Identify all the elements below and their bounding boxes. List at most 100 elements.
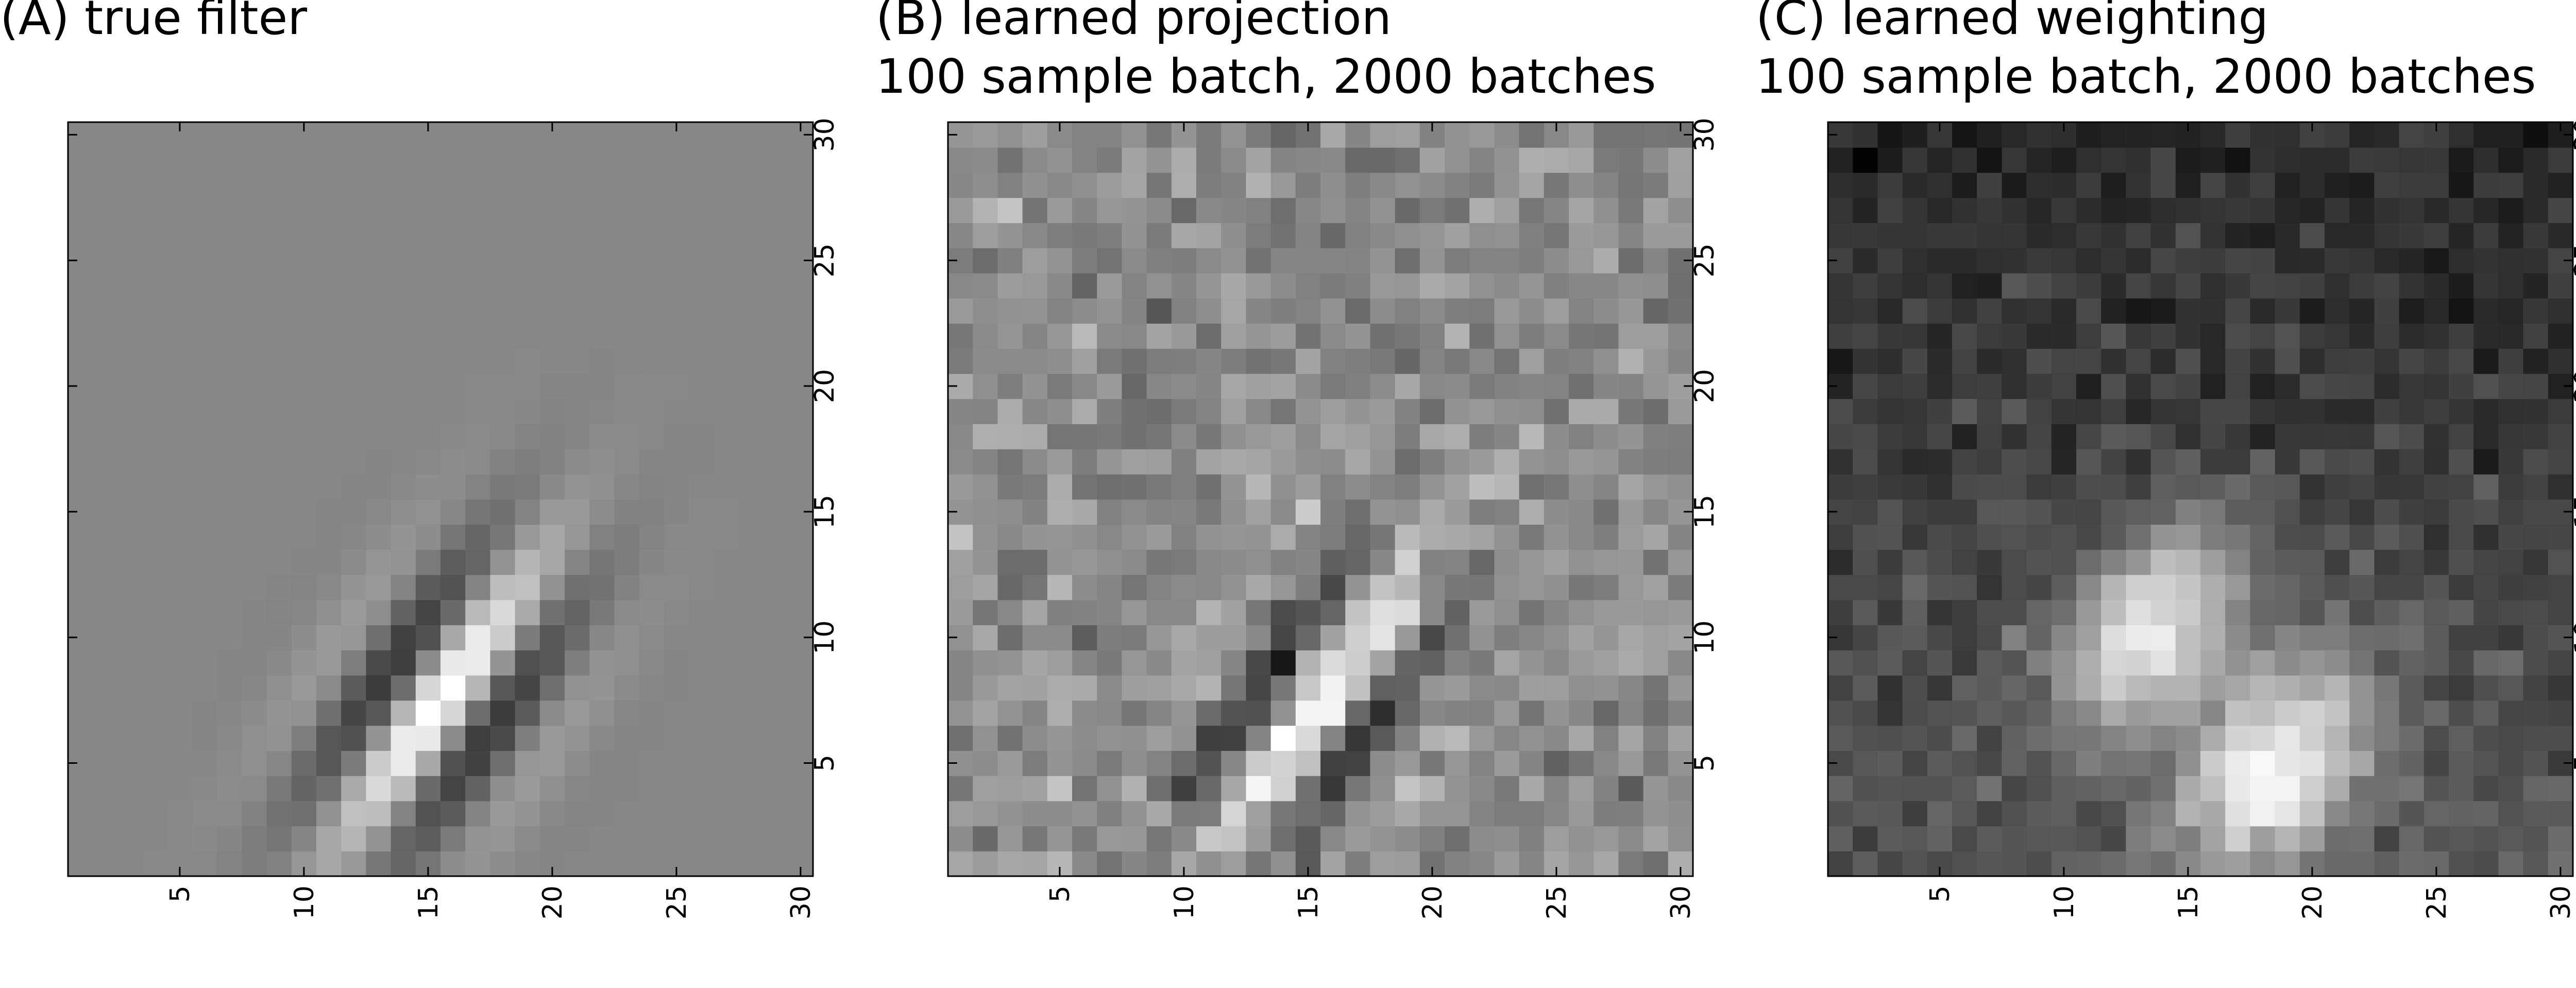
- heatmap-cell: [117, 398, 143, 424]
- heatmap-cell: [1146, 499, 1172, 525]
- heatmap-cell: [1221, 398, 1247, 424]
- heatmap-cell: [2002, 650, 2027, 676]
- heatmap-cell: [738, 750, 764, 776]
- heatmap-cell: [117, 424, 143, 449]
- heatmap-cell: [639, 851, 665, 877]
- heatmap-cell: [1221, 373, 1247, 399]
- heatmap-cell: [217, 348, 243, 374]
- heatmap-cell: [2250, 247, 2276, 274]
- heatmap-cell: [2026, 424, 2052, 449]
- heatmap-cell: [1221, 323, 1247, 349]
- heatmap-cell: [2002, 398, 2027, 424]
- heatmap-cell: [763, 223, 789, 248]
- heatmap-cell: [1370, 273, 1396, 299]
- heatmap-cell: [2374, 223, 2400, 248]
- heatmap-cell: [341, 122, 367, 148]
- heatmap-cell: [1494, 650, 1520, 676]
- heatmap-cell: [1952, 599, 1977, 626]
- heatmap-cell: [589, 247, 615, 274]
- heatmap-cell: [1519, 851, 1545, 877]
- heatmap-cell: [515, 675, 540, 701]
- heatmap-cell: [565, 223, 590, 248]
- heatmap-cell: [415, 650, 441, 676]
- heatmap-cell: [689, 851, 714, 877]
- heatmap-cell: [2349, 247, 2375, 274]
- heatmap-cell: [391, 650, 416, 676]
- heatmap-cell: [1519, 549, 1545, 575]
- heatmap-cell: [2498, 775, 2524, 801]
- heatmap-cell: [217, 122, 243, 148]
- heatmap-cell: [664, 197, 689, 223]
- heatmap-cell: [1594, 499, 1619, 525]
- heatmap-cell: [440, 826, 466, 852]
- heatmap-cell: [1146, 373, 1172, 399]
- heatmap-cell: [2150, 273, 2176, 299]
- heatmap-cell: [2250, 700, 2276, 726]
- heatmap-cell: [1618, 700, 1644, 726]
- heatmap-cell: [2126, 750, 2151, 776]
- heatmap-cell: [1345, 197, 1371, 223]
- heatmap-cell: [973, 499, 998, 525]
- heatmap-cell: [242, 574, 267, 600]
- heatmap-cell: [316, 247, 342, 274]
- panel-c-frame: [1827, 121, 2574, 877]
- heatmap-cell: [2076, 826, 2102, 852]
- heatmap-cell: [2498, 223, 2524, 248]
- heatmap-cell: [2150, 549, 2176, 575]
- heatmap-cell: [142, 851, 168, 877]
- heatmap-cell: [2523, 448, 2549, 475]
- heatmap-cell: [2225, 851, 2251, 877]
- heatmap-cell: [2026, 323, 2052, 349]
- heatmap-cell: [614, 725, 640, 751]
- heatmap-cell: [2150, 247, 2176, 274]
- heatmap-cell: [490, 549, 516, 575]
- heatmap-cell: [1569, 223, 1594, 248]
- heatmap-cell: [1828, 172, 1853, 198]
- heatmap-cell: [1977, 247, 2003, 274]
- heatmap-cell: [1122, 574, 1147, 600]
- heatmap-cell: [1022, 323, 1048, 349]
- heatmap-cell: [1952, 172, 1977, 198]
- heatmap-cell: [2349, 599, 2375, 626]
- y-tick-label: 15: [1689, 495, 1720, 529]
- heatmap-cell: [2101, 398, 2127, 424]
- heatmap-cell: [515, 323, 540, 349]
- heatmap-cell: [2325, 247, 2350, 274]
- heatmap-cell: [2275, 172, 2300, 198]
- heatmap-cell: [2051, 298, 2077, 324]
- heatmap-cell: [1902, 273, 1928, 299]
- heatmap-cell: [217, 826, 243, 852]
- heatmap-cell: [1902, 373, 1928, 399]
- heatmap-cell: [973, 800, 998, 827]
- heatmap-cell: [316, 625, 342, 650]
- heatmap-cell: [490, 499, 516, 525]
- heatmap-cell: [2548, 223, 2573, 248]
- heatmap-cell: [192, 750, 217, 776]
- heatmap-cell: [291, 750, 317, 776]
- heatmap-cell: [167, 800, 193, 827]
- heatmap-cell: [2175, 499, 2201, 525]
- heatmap-cell: [1544, 599, 1569, 626]
- heatmap-cell: [763, 775, 789, 801]
- heatmap-cell: [1569, 474, 1594, 500]
- heatmap-cell: [1594, 700, 1619, 726]
- heatmap-cell: [2424, 323, 2449, 349]
- heatmap-cell: [266, 549, 292, 575]
- heatmap-cell: [242, 524, 267, 550]
- heatmap-cell: [714, 851, 739, 877]
- heatmap-cell: [93, 122, 118, 148]
- heatmap-cell: [1519, 373, 1545, 399]
- heatmap-cell: [242, 172, 267, 198]
- heatmap-cell: [738, 474, 764, 500]
- heatmap-cell: [2424, 147, 2449, 173]
- heatmap-cell: [997, 323, 1023, 349]
- heatmap-cell: [1047, 172, 1073, 198]
- heatmap-cell: [142, 599, 168, 626]
- heatmap-cell: [1246, 247, 1272, 274]
- heatmap-cell: [973, 247, 998, 274]
- heatmap-cell: [366, 750, 392, 776]
- heatmap-cell: [788, 172, 814, 198]
- heatmap-cell: [2101, 675, 2127, 701]
- heatmap-cell: [415, 750, 441, 776]
- heatmap-cell: [2026, 172, 2052, 198]
